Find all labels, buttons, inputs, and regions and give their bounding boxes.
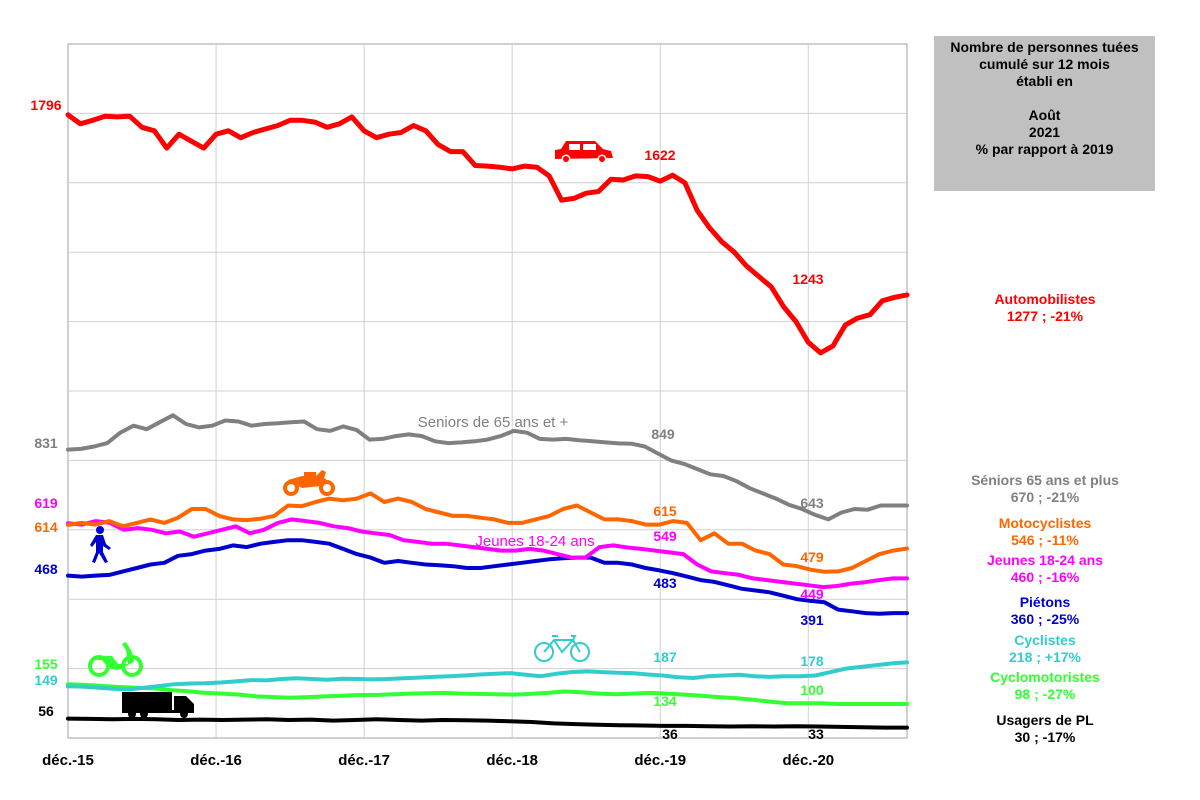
legend-value: 30 ; -17% (1014, 729, 1076, 745)
series-line-automobilistes (65, 112, 910, 356)
car-icon (555, 141, 613, 164)
point-label: 1796 (30, 97, 61, 113)
legend-entry-seniors: Séniors 65 ans et plus 670 ; -21% (925, 472, 1165, 506)
legend-name: Jeunes 18-24 ans (987, 552, 1103, 568)
info-line-3: établi en (1016, 73, 1073, 89)
moped-icon (88, 642, 143, 677)
legend-entry-cyclistes: Cyclistes 218 ; +17% (925, 632, 1165, 666)
legend-value: 1277 ; -21% (1006, 308, 1084, 324)
point-label: 468 (34, 561, 58, 577)
x-tick-label: déc.-19 (634, 752, 686, 769)
legend-name: Cyclomotoristes (990, 669, 1100, 685)
legend-value: 360 ; -25% (1010, 611, 1080, 627)
point-label: 643 (800, 495, 824, 511)
legend-entry-pl: Usagers de PL 30 ; -17% (925, 712, 1165, 746)
x-tick-label: déc.-20 (782, 752, 834, 769)
icons (88, 141, 613, 718)
info-line-6: % par rapport à 2019 (975, 141, 1114, 157)
point-label: 614 (34, 519, 58, 535)
series-line-cyclistes (66, 660, 909, 692)
grid: déc.-15 déc.-16 déc.-17 déc.-18 déc.-19 déc.-… (42, 44, 907, 769)
legend-value: 460 ; -16% (1010, 569, 1080, 585)
point-label: 155 (34, 656, 58, 672)
point-label: 187 (653, 649, 677, 665)
point-label: 849 (651, 426, 675, 442)
point-label: 56 (38, 703, 54, 719)
legend-name: Cyclistes (1014, 632, 1076, 648)
legend-value: 670 ; -21% (1010, 489, 1080, 505)
x-tick-label: déc.-16 (190, 752, 242, 769)
legend-value: 98 ; -27% (1014, 686, 1076, 702)
point-label: 449 (800, 586, 824, 602)
series-annotation: Seniors de 65 ans et + (418, 414, 569, 431)
x-tick-label: déc.-17 (338, 752, 390, 769)
point-label: 36 (662, 726, 678, 742)
point-label: 619 (34, 495, 58, 511)
series-line-motocyclistes (66, 491, 909, 574)
labels: 1796 1622 1243 831 849 643 619 614 615 549 479 449 4… (30, 97, 824, 742)
series (65, 112, 910, 730)
point-label: 615 (653, 503, 677, 519)
legend-value: 546 ; -11% (1011, 532, 1079, 548)
legend-entry-cyclomotoristes: Cyclomotoristes 98 ; -27% (925, 669, 1165, 703)
point-label: 100 (800, 682, 824, 698)
x-tick-label: déc.-15 (42, 752, 94, 769)
x-tick-label: déc.-18 (486, 752, 538, 769)
legend-value: 218 ; +17% (1009, 649, 1081, 665)
info-line-2: cumulé sur 12 mois (979, 56, 1110, 72)
info-spacer (934, 90, 1155, 107)
series-line-cyclomotoristes (66, 682, 909, 706)
series-annotation: Jeunes 18-24 ans (475, 533, 594, 550)
legend-name: Piétons (1019, 594, 1071, 610)
point-label: 1622 (644, 147, 675, 163)
point-label: 134 (653, 693, 677, 709)
legend-entry-pietons: Piétons 360 ; -25% (925, 594, 1165, 628)
pedestrian-icon (90, 526, 111, 563)
point-label: 831 (34, 435, 58, 451)
point-label: 1243 (792, 271, 823, 287)
legend-entry-jeunes: Jeunes 18-24 ans 460 ; -16% (925, 552, 1165, 586)
bicycle-icon (534, 635, 590, 662)
truck-icon (122, 692, 194, 718)
point-label: 178 (800, 653, 824, 669)
info-line-1: Nombre de personnes tuées (950, 39, 1139, 55)
info-box: Nombre de personnes tuées cumulé sur 12 … (934, 36, 1155, 191)
point-label: 483 (653, 575, 677, 591)
legend-name: Usagers de PL (996, 712, 1094, 728)
point-label: 33 (808, 726, 824, 742)
series-line-pi-tons (66, 538, 909, 616)
info-line-5: 2021 (1028, 124, 1061, 140)
point-label: 479 (800, 549, 824, 565)
point-label: 391 (800, 612, 824, 628)
series-line-jeunes-18-24-ans (66, 517, 909, 590)
legend-name: Séniors 65 ans et plus (971, 472, 1119, 488)
legend-entry-motocyclistes: Motocyclistes 546 ; -11% (925, 515, 1165, 549)
series-line-usagers-de-pl (66, 716, 909, 730)
motorcycle-icon (283, 470, 335, 496)
legend-name: Automobilistes (994, 291, 1096, 307)
legend-entry-automobilistes: Automobilistes 1277 ; -21% (925, 291, 1165, 325)
series-line-s-niors-65-ans-et-plus (66, 413, 909, 522)
legend-name: Motocyclistes (998, 515, 1092, 531)
point-label: 549 (653, 528, 677, 544)
point-label: 149 (34, 672, 58, 688)
info-line-4: Août (1028, 107, 1061, 123)
